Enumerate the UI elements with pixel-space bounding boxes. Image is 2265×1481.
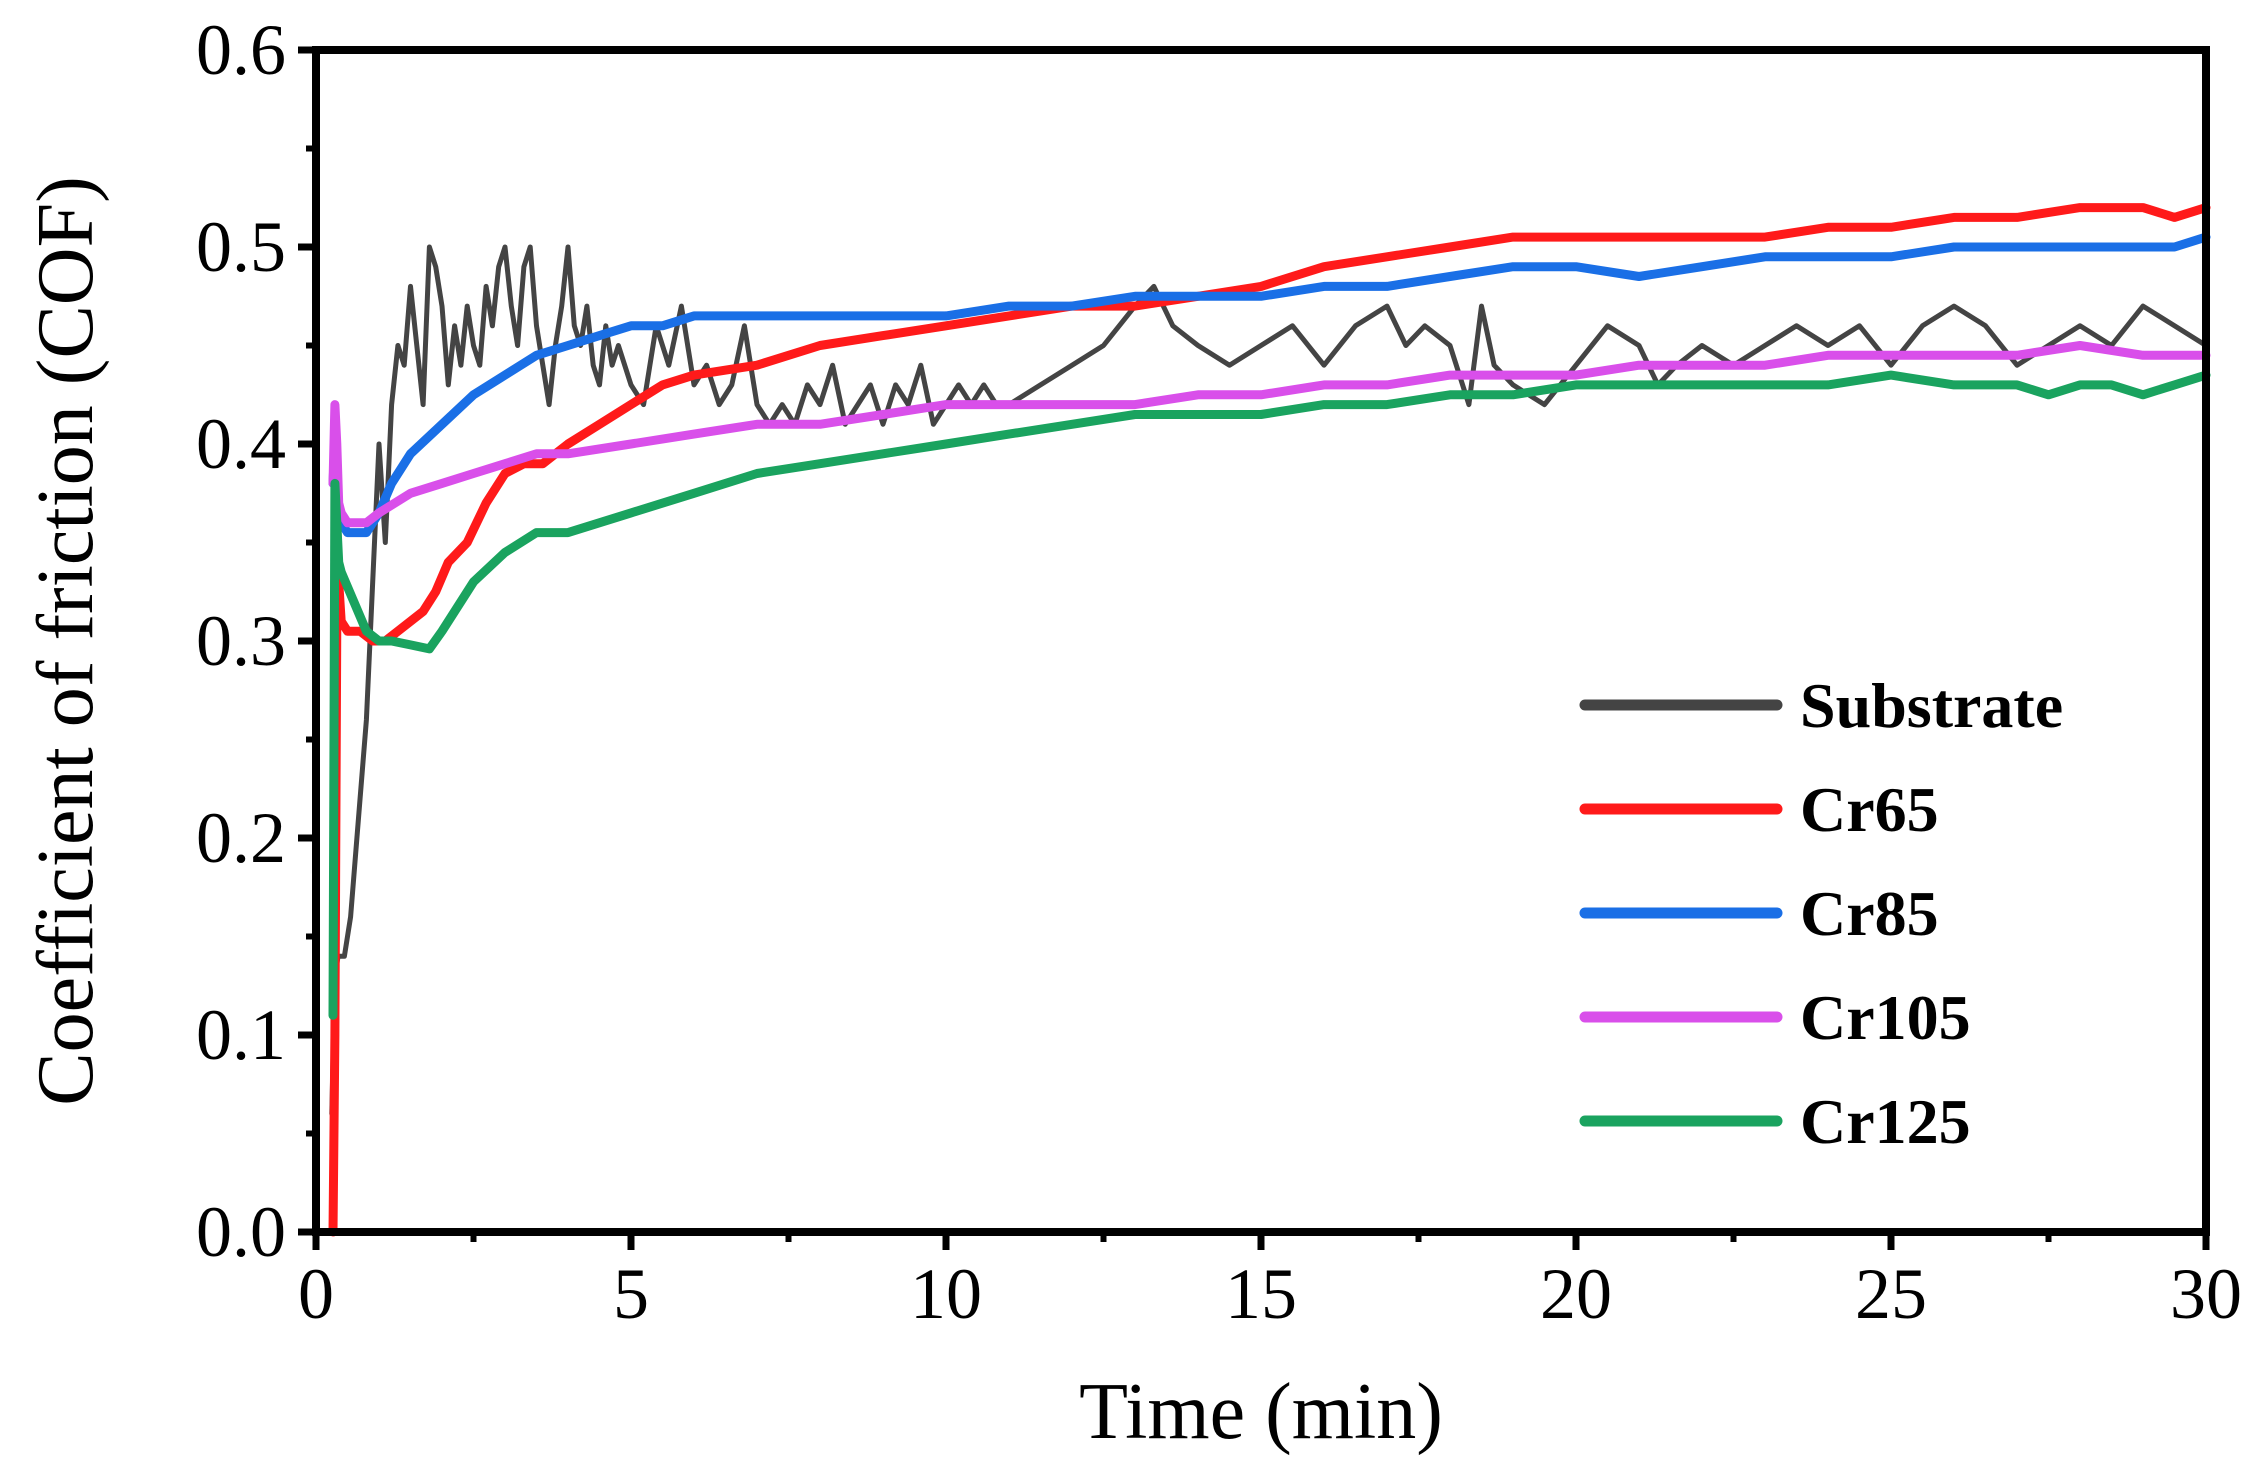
y-tick-label: 0.4 [196,404,286,484]
x-tick-label: 25 [1855,1254,1927,1334]
legend-label-cr65: Cr65 [1800,774,1939,845]
series-line-cr105 [328,341,2211,528]
legend-label-cr125: Cr125 [1800,1086,1971,1157]
x-tick-label: 10 [910,1254,982,1334]
series-line-cr125 [328,370,2211,1020]
axis-layer: 0 5 10 15 20 25 30 0.0 0.1 0.2 0.3 0.4 0.5 0.6 [196,10,2242,1334]
series-line-cr85 [328,232,2211,538]
x-tick-label: 30 [2170,1254,2242,1334]
legend-label-substrate: Substrate [1800,670,2063,741]
y-tick-label: 0.0 [196,1192,286,1272]
legend-label-cr85: Cr85 [1800,878,1939,949]
x-tick-label: 0 [298,1254,334,1334]
x-tick-label: 20 [1540,1254,1612,1334]
y-tick-label: 0.3 [196,601,286,681]
x-tick-label: 15 [1225,1254,1297,1334]
y-tick-label: 0.1 [196,995,286,1075]
y-axis-title: Coefficient of friction (COF) [22,176,110,1105]
legend-label-cr105: Cr105 [1800,982,1971,1053]
y-tick-label: 0.2 [196,798,286,878]
y-tick-label: 0.6 [196,10,286,90]
series-layer [328,203,2211,1237]
legend: Substrate Cr65 Cr85 Cr105 Cr125 [1579,670,2063,1157]
x-axis-title: Time (min) [1079,1368,1443,1456]
x-tick-label: 5 [613,1254,649,1334]
plot-frame [312,46,2210,1236]
y-tick-label: 0.5 [196,207,286,287]
